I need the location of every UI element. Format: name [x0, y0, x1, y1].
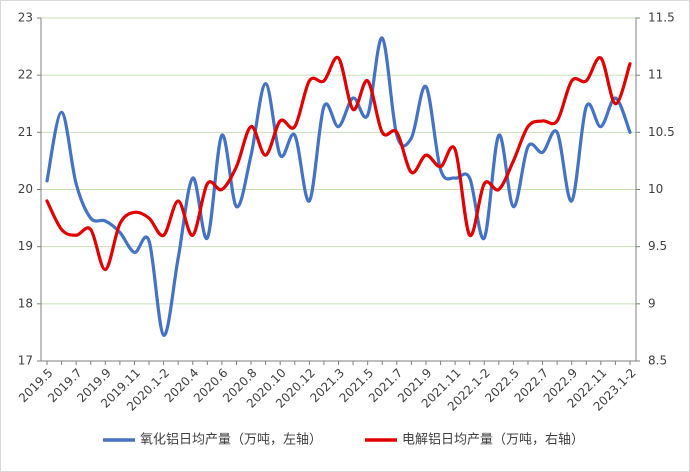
- legend: 氧化铝日均产量（万吨，左轴） 电解铝日均产量（万吨，右轴）: [103, 433, 584, 448]
- y2-tick-label: 11: [648, 68, 663, 82]
- y-tick-label: 17: [18, 354, 33, 368]
- y-tick-label: 20: [18, 182, 33, 196]
- line-series: [45, 55, 632, 272]
- line-series: [45, 36, 632, 337]
- y2-tick-label: 11.5: [648, 11, 675, 25]
- y-tick-label: 21: [18, 125, 33, 139]
- y2-tick-label: 9.5: [648, 239, 667, 253]
- y2-tick-label: 10.5: [648, 125, 675, 139]
- y2-tick-label: 9: [648, 296, 656, 310]
- y2-tick-label: 8.5: [648, 354, 667, 368]
- y-tick-label: 22: [18, 68, 33, 82]
- y-tick-label: 18: [18, 296, 33, 310]
- y-tick-label: 23: [18, 11, 33, 25]
- y2-tick-label: 10: [648, 182, 663, 196]
- legend-label: 电解铝日均产量（万吨，右轴）: [402, 433, 584, 448]
- y-tick-label: 19: [18, 239, 33, 253]
- legend-label: 氧化铝日均产量（万吨，左轴）: [140, 433, 322, 448]
